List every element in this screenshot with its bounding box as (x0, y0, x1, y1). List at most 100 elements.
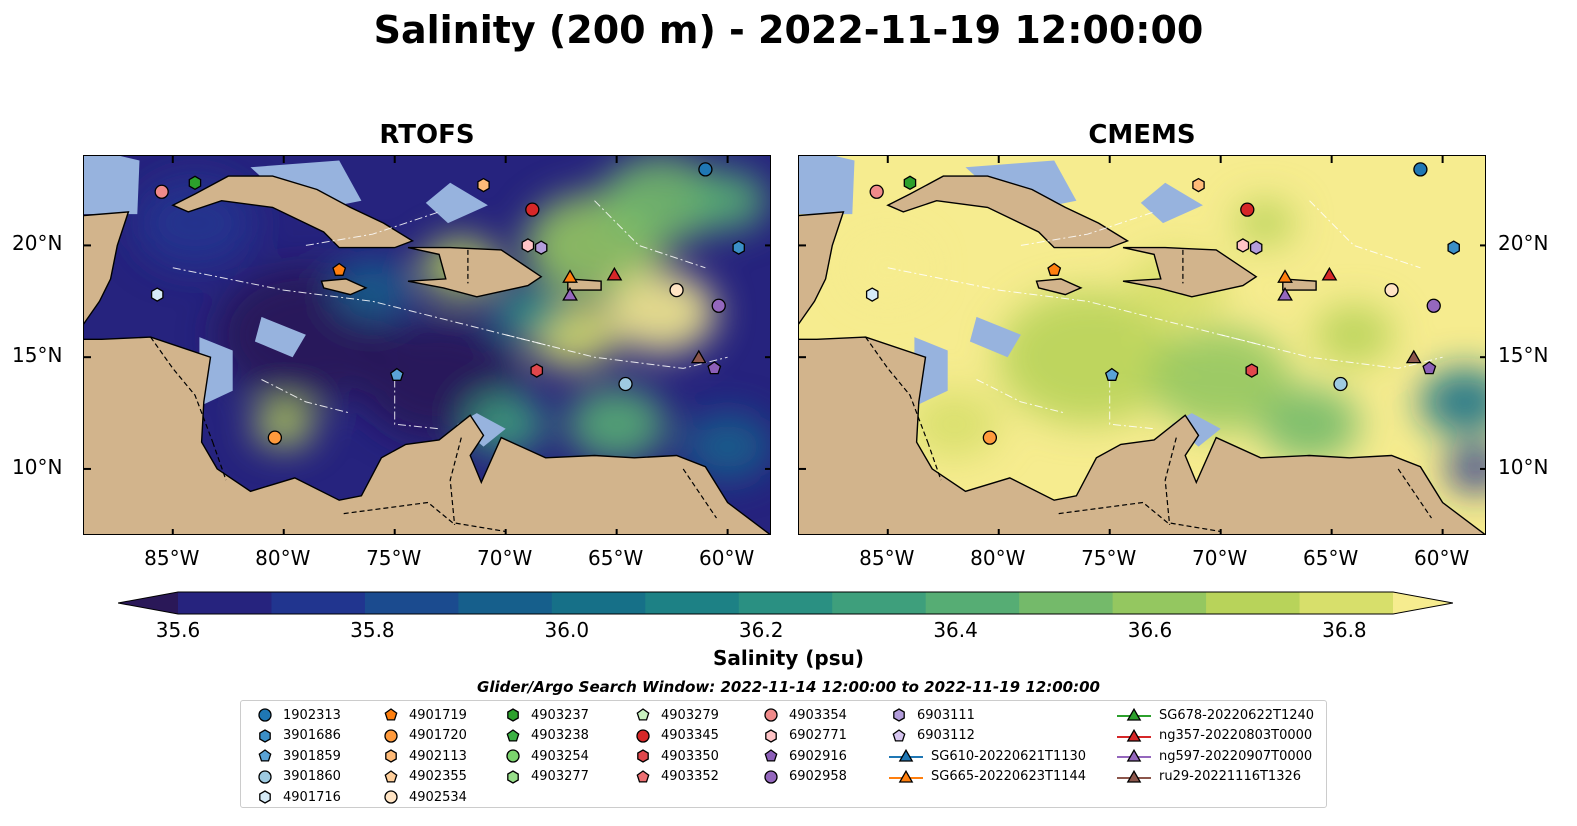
legend-marker-icon (1126, 748, 1142, 762)
legend-label: 6902916 (789, 748, 847, 764)
legend-label: 4901720 (409, 728, 467, 743)
obs-marker (530, 363, 544, 378)
land (1035, 278, 1083, 296)
country-border (150, 336, 214, 443)
obs-marker (150, 287, 164, 302)
colorbar-tick-label: 36.0 (544, 618, 590, 642)
legend-label: ru29-20221116T1326 (1159, 769, 1302, 784)
legend-marker-icon (259, 728, 271, 743)
legend-item: 6902958 (761, 767, 847, 787)
shallow-water (965, 160, 1077, 210)
obs-marker (521, 238, 535, 253)
land (320, 278, 368, 296)
lat-tick-label-left: 20°N (12, 231, 63, 256)
legend-label: SG610-20220621T1130 (931, 748, 1087, 764)
eez-boundary (172, 267, 551, 347)
panel-title-rtofs: RTOFS (379, 120, 475, 150)
shallow-water (969, 316, 1021, 358)
legend-item: 4903350 (633, 746, 719, 766)
legend-item: 4901719 (381, 705, 467, 725)
obs-marker (1277, 269, 1293, 283)
legend-label: 4901719 (409, 707, 467, 723)
legend-label: SG665-20220623T1144 (931, 769, 1087, 784)
obs-marker (1333, 376, 1348, 392)
legend-marker-icon (764, 769, 778, 784)
legend: 1902313 3901686 3901859 3901860 4901716 49017… (240, 700, 1327, 808)
panel-title-cmems: CMEMS (1088, 120, 1196, 150)
lat-tick-label-right: 20°N (1498, 231, 1549, 256)
colorbar-bin (1112, 592, 1207, 614)
land (407, 246, 543, 298)
lat-tick-label-left: 10°N (12, 454, 63, 479)
lat-tick-label-right: 10°N (1498, 454, 1549, 479)
country-border (682, 468, 717, 519)
colorbar-bin (738, 592, 833, 614)
obs-marker (1104, 367, 1119, 381)
legend-item: 3901859 (255, 746, 341, 766)
country-border (1164, 437, 1177, 525)
colorbar-tick-label: 36.4 (933, 618, 978, 642)
eez-boundary (594, 200, 706, 269)
obs-marker (1249, 240, 1263, 255)
colorbar-bin (925, 592, 1020, 614)
legend-label: 4902534 (409, 789, 467, 805)
colorbar-tick-label: 35.8 (350, 618, 395, 642)
legend-item: 4903277 (503, 767, 589, 787)
legend-marker-icon (898, 748, 914, 762)
legend-marker-icon (636, 769, 650, 783)
legend-item: 1902313 (255, 705, 341, 725)
legend-label: SG678-20220622T1240 (1159, 707, 1315, 723)
legend-label: 4903238 (531, 728, 589, 743)
obs-marker (562, 286, 578, 301)
legend-marker-icon (506, 728, 520, 742)
obs-marker (865, 287, 879, 302)
eez-boundary (1020, 211, 1155, 246)
eez-boundary (887, 267, 1266, 347)
legend-marker-icon (506, 749, 520, 763)
land (886, 175, 1130, 249)
legend-item: 4902113 (381, 746, 467, 766)
legend-item: 6903112 (889, 726, 975, 746)
obs-marker (1192, 177, 1205, 193)
lon-tick-label: 65°W (588, 546, 644, 570)
country-border (449, 437, 462, 525)
eez-boundary (1309, 200, 1421, 269)
map-panel-cmems (798, 155, 1486, 535)
legend-item: 4903354 (761, 705, 847, 725)
legend-item: 6902771 (761, 726, 847, 746)
legend-label: 6903112 (917, 728, 975, 743)
legend-item: ng597-20220907T0000 (1117, 746, 1312, 766)
obs-marker (154, 184, 169, 199)
obs-marker (606, 266, 623, 281)
colorbar-tick-label: 36.6 (1127, 618, 1173, 642)
country-border (927, 441, 942, 481)
land (171, 175, 415, 249)
obs-marker (1277, 286, 1293, 301)
legend-label: ng597-20220907T0000 (1159, 748, 1313, 764)
lat-tick-label-left: 15°N (12, 343, 63, 368)
shallow-water (199, 337, 233, 407)
legend-item: 4901716 (255, 787, 341, 807)
legend-marker-icon (507, 769, 519, 784)
legend-item: SG678-20220622T1240 (1117, 705, 1314, 725)
lon-tick-label: 65°W (1303, 546, 1359, 570)
legend-item: 6903111 (889, 705, 975, 725)
lon-tick-label: 80°W (970, 546, 1026, 570)
land (1122, 246, 1258, 298)
colorbar-bin (832, 592, 927, 614)
colorbar-tick-label: 35.6 (155, 618, 201, 642)
colorbar-extend-high (1393, 592, 1453, 614)
lon-tick-label: 60°W (1413, 546, 1470, 570)
colorbar-bin (645, 592, 740, 614)
colorbar-bin (1299, 592, 1394, 614)
legend-marker-icon (259, 790, 271, 804)
shallow-water (250, 160, 362, 210)
land (84, 336, 770, 534)
legend-label: 4903254 (531, 748, 589, 764)
colorbar-bin (178, 592, 272, 614)
obs-marker (332, 262, 347, 276)
legend-item: 4902355 (381, 767, 467, 787)
colorbar (117, 590, 1454, 616)
legend-item: ng357-20220803T0000 (1117, 726, 1312, 746)
land (799, 336, 1485, 534)
